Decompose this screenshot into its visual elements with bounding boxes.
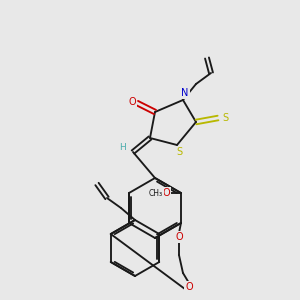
Text: H: H [120, 143, 126, 152]
Text: S: S [222, 113, 228, 123]
Text: O: O [128, 97, 136, 107]
Text: CH₃: CH₃ [149, 188, 163, 197]
Text: N: N [181, 88, 189, 98]
Text: O: O [185, 282, 193, 292]
Text: S: S [176, 147, 182, 157]
Text: O: O [175, 232, 183, 242]
Text: O: O [162, 188, 170, 198]
